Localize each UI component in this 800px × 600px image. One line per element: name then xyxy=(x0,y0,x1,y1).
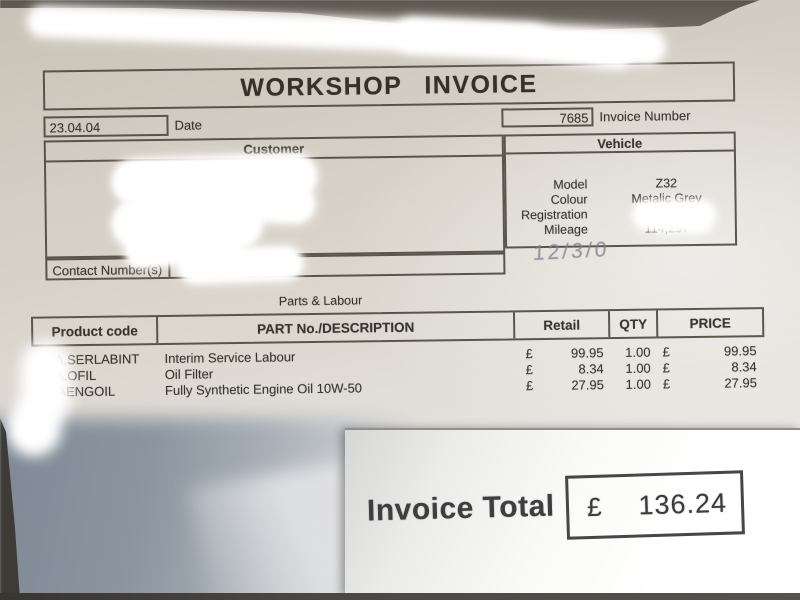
col-qty: QTY xyxy=(609,310,659,338)
vehicle-header: Vehicle xyxy=(505,133,734,155)
model-value: Z32 xyxy=(655,176,678,191)
invoice-number-value: 7685 xyxy=(559,110,589,126)
qty-value: 1.00 xyxy=(625,376,652,392)
col-price: PRICE xyxy=(689,315,731,331)
invoice-title-box: WORKSHOP INVOICE xyxy=(42,61,736,111)
price-currency: £ xyxy=(662,360,671,376)
retail-currency: £ xyxy=(525,362,534,378)
col-retail: Retail xyxy=(514,311,611,339)
handwritten-note: 12/3/0 xyxy=(532,237,610,266)
invoice-total-value: 136.24 xyxy=(637,487,728,521)
price-value: 99.95 xyxy=(723,343,757,359)
invoice-number-box: 7685 xyxy=(501,107,594,128)
date-value: 23.04.04 xyxy=(49,119,101,136)
price-currency: £ xyxy=(662,376,671,392)
redaction-mark xyxy=(177,245,304,285)
date-box: 23.04.04 xyxy=(43,114,169,138)
invoice-total-label: Invoice Total xyxy=(366,489,556,528)
retail-value: 8.34 xyxy=(578,361,604,377)
retail-value: 27.95 xyxy=(571,377,605,393)
retail-value: 99.95 xyxy=(570,345,604,361)
currency-symbol: £ xyxy=(586,491,602,522)
model-label: Model xyxy=(553,177,588,192)
mileage-label: Mileage xyxy=(544,222,588,237)
part-description: Fully Synthetic Engine Oil 10W-50 xyxy=(164,380,363,398)
date-label: Date xyxy=(174,117,203,133)
invoice-total-box: £ 136.24 xyxy=(565,470,745,540)
registration-label: Registration xyxy=(520,207,588,223)
photo-background-bottom xyxy=(0,593,800,600)
qty-value: 1.00 xyxy=(625,360,651,376)
invoice-total-inset: Invoice Total £ 136.24 xyxy=(345,428,800,596)
glare-mark xyxy=(655,216,710,232)
col-product-code: Product code xyxy=(33,317,159,345)
invoice-number-label: Invoice Number xyxy=(599,108,691,125)
price-value: 27.95 xyxy=(724,375,758,391)
glare-mark xyxy=(8,400,60,455)
price-currency: £ xyxy=(662,344,670,360)
parts-table-header: Product code PART No./DESCRIPTION Retail… xyxy=(30,307,765,347)
page-title: WORKSHOP INVOICE xyxy=(240,69,538,102)
colour-label: Colour xyxy=(550,192,588,207)
col-part-description: PART No./DESCRIPTION xyxy=(158,312,516,344)
price-value: 8.34 xyxy=(731,359,757,375)
retail-currency: £ xyxy=(525,378,534,394)
qty-value: 1.00 xyxy=(625,344,651,360)
parts-section-title: Parts & Labour xyxy=(278,293,363,309)
retail-currency: £ xyxy=(525,346,533,362)
